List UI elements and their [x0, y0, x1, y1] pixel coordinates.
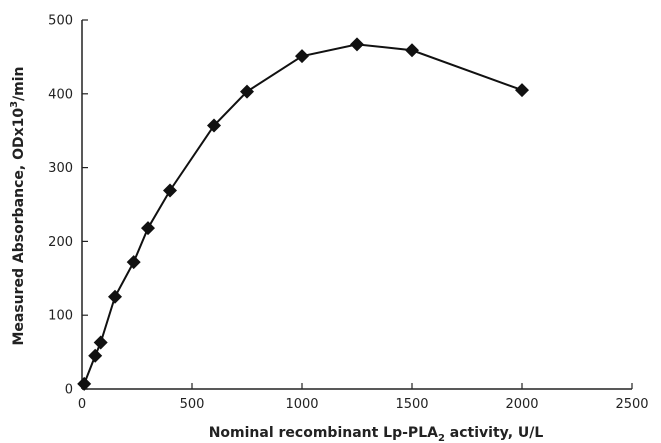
y-ticks: 0 100 200 300 400 500 — [48, 14, 88, 398]
x-axis-title: Nominal recombinant Lp-PLA2 activity, U/… — [209, 425, 544, 443]
data-point-marker — [93, 335, 108, 350]
data-point-marker — [295, 49, 309, 64]
x-tick-label: 2500 — [615, 397, 648, 412]
y-axis-title: Measured Absorbance, ODx103/min — [9, 66, 27, 345]
data-point-marker — [126, 255, 141, 270]
x-tick-label: 2000 — [505, 397, 538, 412]
y-tick-label: 500 — [48, 14, 73, 29]
y-tick-label: 300 — [48, 161, 73, 176]
data-point-marker — [163, 183, 177, 198]
x-tick-label: 0 — [78, 397, 86, 412]
data-point-marker — [350, 37, 364, 52]
data-point-marker — [207, 118, 221, 133]
x-tick-label: 1000 — [285, 397, 318, 412]
x-tick-label: 500 — [180, 397, 205, 412]
data-point-marker — [515, 83, 529, 98]
x-ticks: 0 500 1000 1500 2000 2500 — [78, 383, 649, 412]
y-tick-label: 0 — [65, 383, 73, 398]
y-tick-label: 100 — [48, 309, 73, 324]
series-line — [83, 43, 523, 385]
data-points — [77, 37, 529, 391]
x-tick-label: 1500 — [395, 397, 428, 412]
axes — [81, 20, 632, 390]
y-tick-label: 200 — [48, 235, 73, 250]
data-point-marker — [405, 43, 419, 58]
data-point-marker — [88, 348, 103, 363]
data-point-marker — [141, 221, 155, 236]
data-point-marker — [240, 84, 254, 99]
data-point-marker — [108, 289, 122, 304]
data-point-marker — [77, 376, 92, 391]
y-tick-label: 400 — [48, 87, 73, 102]
